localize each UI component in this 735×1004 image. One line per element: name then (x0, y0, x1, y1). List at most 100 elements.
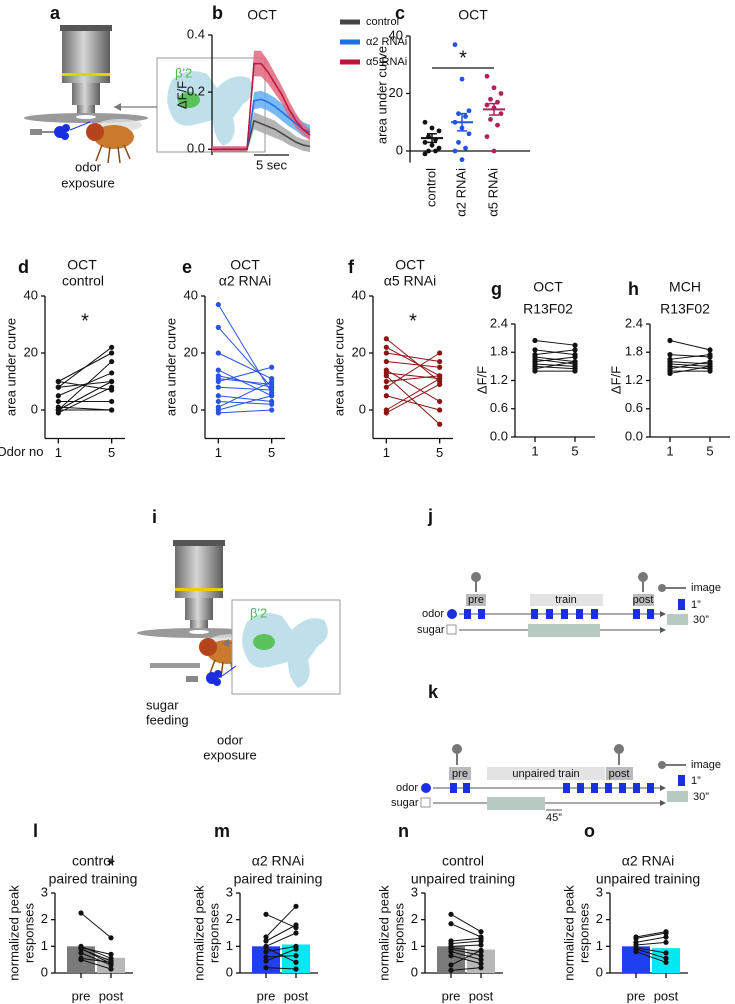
data-point (459, 157, 465, 163)
x-tick-label: 5 (268, 445, 275, 460)
panel-letter: j (427, 506, 433, 526)
region-label: β'2 (250, 605, 267, 620)
data-point (436, 128, 442, 134)
data-point (456, 139, 461, 145)
pair-line (534, 365, 576, 370)
y-tick-label: 0 (226, 964, 233, 979)
legend-label: image (691, 582, 721, 594)
data-point (572, 354, 578, 360)
data-point (293, 903, 299, 909)
panel-letter: d (18, 257, 29, 277)
pair-line (450, 923, 482, 938)
pair-line (265, 932, 297, 947)
panel-letter: b (212, 3, 223, 23)
significance-mark: * (459, 47, 467, 69)
legend-label: image (691, 759, 721, 771)
data-point (108, 959, 114, 965)
y-axis-label: normalized peak (191, 885, 206, 981)
pair-line (218, 352, 272, 380)
chart-subtitle: paired training (49, 871, 138, 887)
data-point (633, 949, 639, 955)
pair-line (669, 361, 711, 370)
y-tick-label: 2 (226, 911, 233, 926)
pair-line (386, 372, 440, 380)
pair-line (669, 354, 711, 360)
x-tick-label: pre (627, 988, 646, 1003)
sugar-row-label: sugar (417, 624, 445, 636)
phase-box (633, 594, 654, 606)
data-point (215, 367, 221, 373)
data-point (215, 398, 221, 405)
pair-line (534, 339, 576, 346)
x-tick-label: post (654, 988, 679, 1003)
pair-line (386, 361, 440, 368)
data-point (478, 965, 484, 971)
x-tick-label: post (469, 988, 494, 1003)
pair-line (450, 913, 482, 933)
panel-letter: l (33, 821, 38, 841)
data-point (269, 378, 275, 385)
pair-line (217, 304, 273, 394)
x-tick-label: 5 (436, 445, 443, 460)
data-point (108, 951, 114, 957)
chart-subtitle: control (62, 273, 104, 289)
x-tick-label: 1 (531, 443, 538, 458)
y-tick-label: 2 (411, 911, 418, 926)
y-tick-label: 1 (41, 938, 48, 953)
pair-line (80, 957, 112, 963)
data-point (383, 336, 389, 342)
scale-bar-label: 5 sec (256, 157, 288, 172)
data-point (532, 347, 538, 353)
phase-label: unpaired train (512, 768, 579, 780)
data-point (498, 111, 504, 117)
data-point (293, 922, 299, 928)
data-point (488, 96, 493, 102)
category-label: control (423, 168, 438, 207)
panel-letter: f (348, 257, 355, 277)
y-tick-label: 1.8 (625, 344, 643, 359)
pair-line (217, 327, 273, 388)
data-point (667, 370, 673, 377)
data-point (448, 949, 454, 955)
pair-line (669, 365, 711, 374)
data-point (433, 148, 438, 154)
data-point (663, 930, 669, 936)
data-point (215, 324, 221, 330)
data-point (55, 398, 61, 405)
panel-letter: h (628, 279, 639, 299)
data-point (215, 378, 221, 385)
data-point (422, 119, 428, 125)
chart-subtitle: α2 RNAi (219, 273, 271, 289)
data-point (109, 344, 115, 350)
data-point (663, 939, 669, 945)
chart-subtitle: unpaired training (596, 871, 700, 887)
error-band (212, 50, 310, 153)
y-axis-label: area under curve (374, 46, 389, 144)
y-axis-label: responses (206, 903, 221, 963)
odor-plug (30, 129, 42, 135)
x-tick-label: pre (442, 988, 461, 1003)
data-point (383, 373, 389, 379)
odor-label: exposure (61, 175, 114, 190)
panel-letter: o (584, 821, 595, 841)
significance-mark: * (81, 310, 89, 332)
data-point (437, 381, 443, 387)
data-point (109, 370, 115, 376)
pair-line (635, 932, 667, 939)
data-point (437, 398, 443, 405)
panel-letter: n (398, 821, 409, 841)
data-point (429, 142, 435, 148)
panel-letter: a (50, 3, 61, 23)
legend-label: 1” (691, 775, 701, 787)
data-point (109, 358, 115, 365)
data-point (55, 410, 61, 416)
chart-title: OCT (230, 257, 260, 273)
chart-title: OCT (67, 257, 97, 273)
chart-title: α2 RNAi (622, 853, 674, 869)
chart-title: MCH (669, 279, 701, 295)
y-tick-label: 0 (41, 964, 48, 979)
data-point (422, 151, 428, 157)
y-axis-label: normalized peak (561, 885, 576, 981)
brain-inset (231, 599, 341, 695)
chart-subtitle: α5 RNAi (384, 273, 436, 289)
